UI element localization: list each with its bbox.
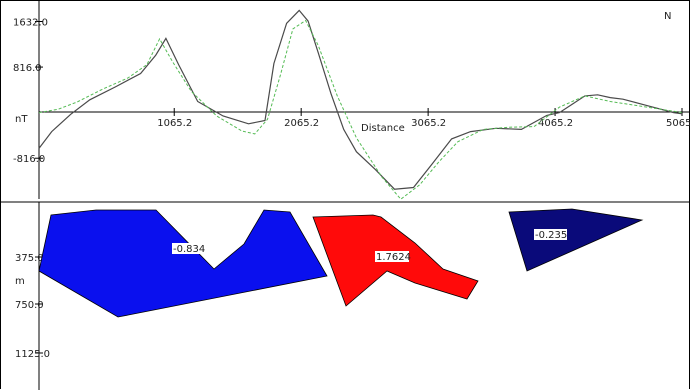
body-label-blue: -0.834 <box>173 244 205 255</box>
model-body-navy[interactable] <box>508 208 644 272</box>
depth-tick-label: 1125.0 <box>15 349 50 360</box>
depth-tick-label: 750.0 <box>15 300 44 311</box>
series-group <box>38 9 683 200</box>
y-tick-label: -816.0 <box>13 154 45 165</box>
x-tick-label: 4065.2 <box>538 118 573 129</box>
body-label-box <box>534 229 567 240</box>
body-label-box <box>375 251 409 262</box>
body-label-red: 1.7624 <box>376 252 411 263</box>
x-tick-label: 3065.2 <box>411 118 446 129</box>
body-label-navy: -0.235 <box>535 230 567 241</box>
depth-tick-label: 375.0 <box>15 253 44 264</box>
x-tick-label: 2065.2 <box>284 118 319 129</box>
profile-panel: 1632.0 816.0 -816.0 1065.2 2065.2 3065.2 4065… <box>13 1 690 200</box>
x-tick-group: 1065.2 2065.2 3065.2 4065.2 5065 <box>157 108 690 129</box>
x-tick-label: 1065.2 <box>157 118 192 129</box>
north-marker: N <box>664 11 671 22</box>
observed-anomaly-line <box>38 9 683 190</box>
x-tick-label: 5065 <box>666 118 690 129</box>
y-tick-group: 1632.0 816.0 -816.0 <box>13 17 48 165</box>
depth-unit-label: m <box>15 276 25 287</box>
y-tick-label: 816.0 <box>13 63 42 74</box>
calculated-anomaly-line <box>38 19 683 200</box>
model-body-blue[interactable] <box>38 209 328 318</box>
body-label-box <box>172 243 205 254</box>
x-axis-label: Distance <box>361 123 405 134</box>
y-unit-label: nT <box>15 114 28 125</box>
y-tick-label: 1632.0 <box>13 17 48 28</box>
model-panel: 375.0 m 750.0 1125.0 -0.834 1.7624 -0.23… <box>15 202 644 390</box>
